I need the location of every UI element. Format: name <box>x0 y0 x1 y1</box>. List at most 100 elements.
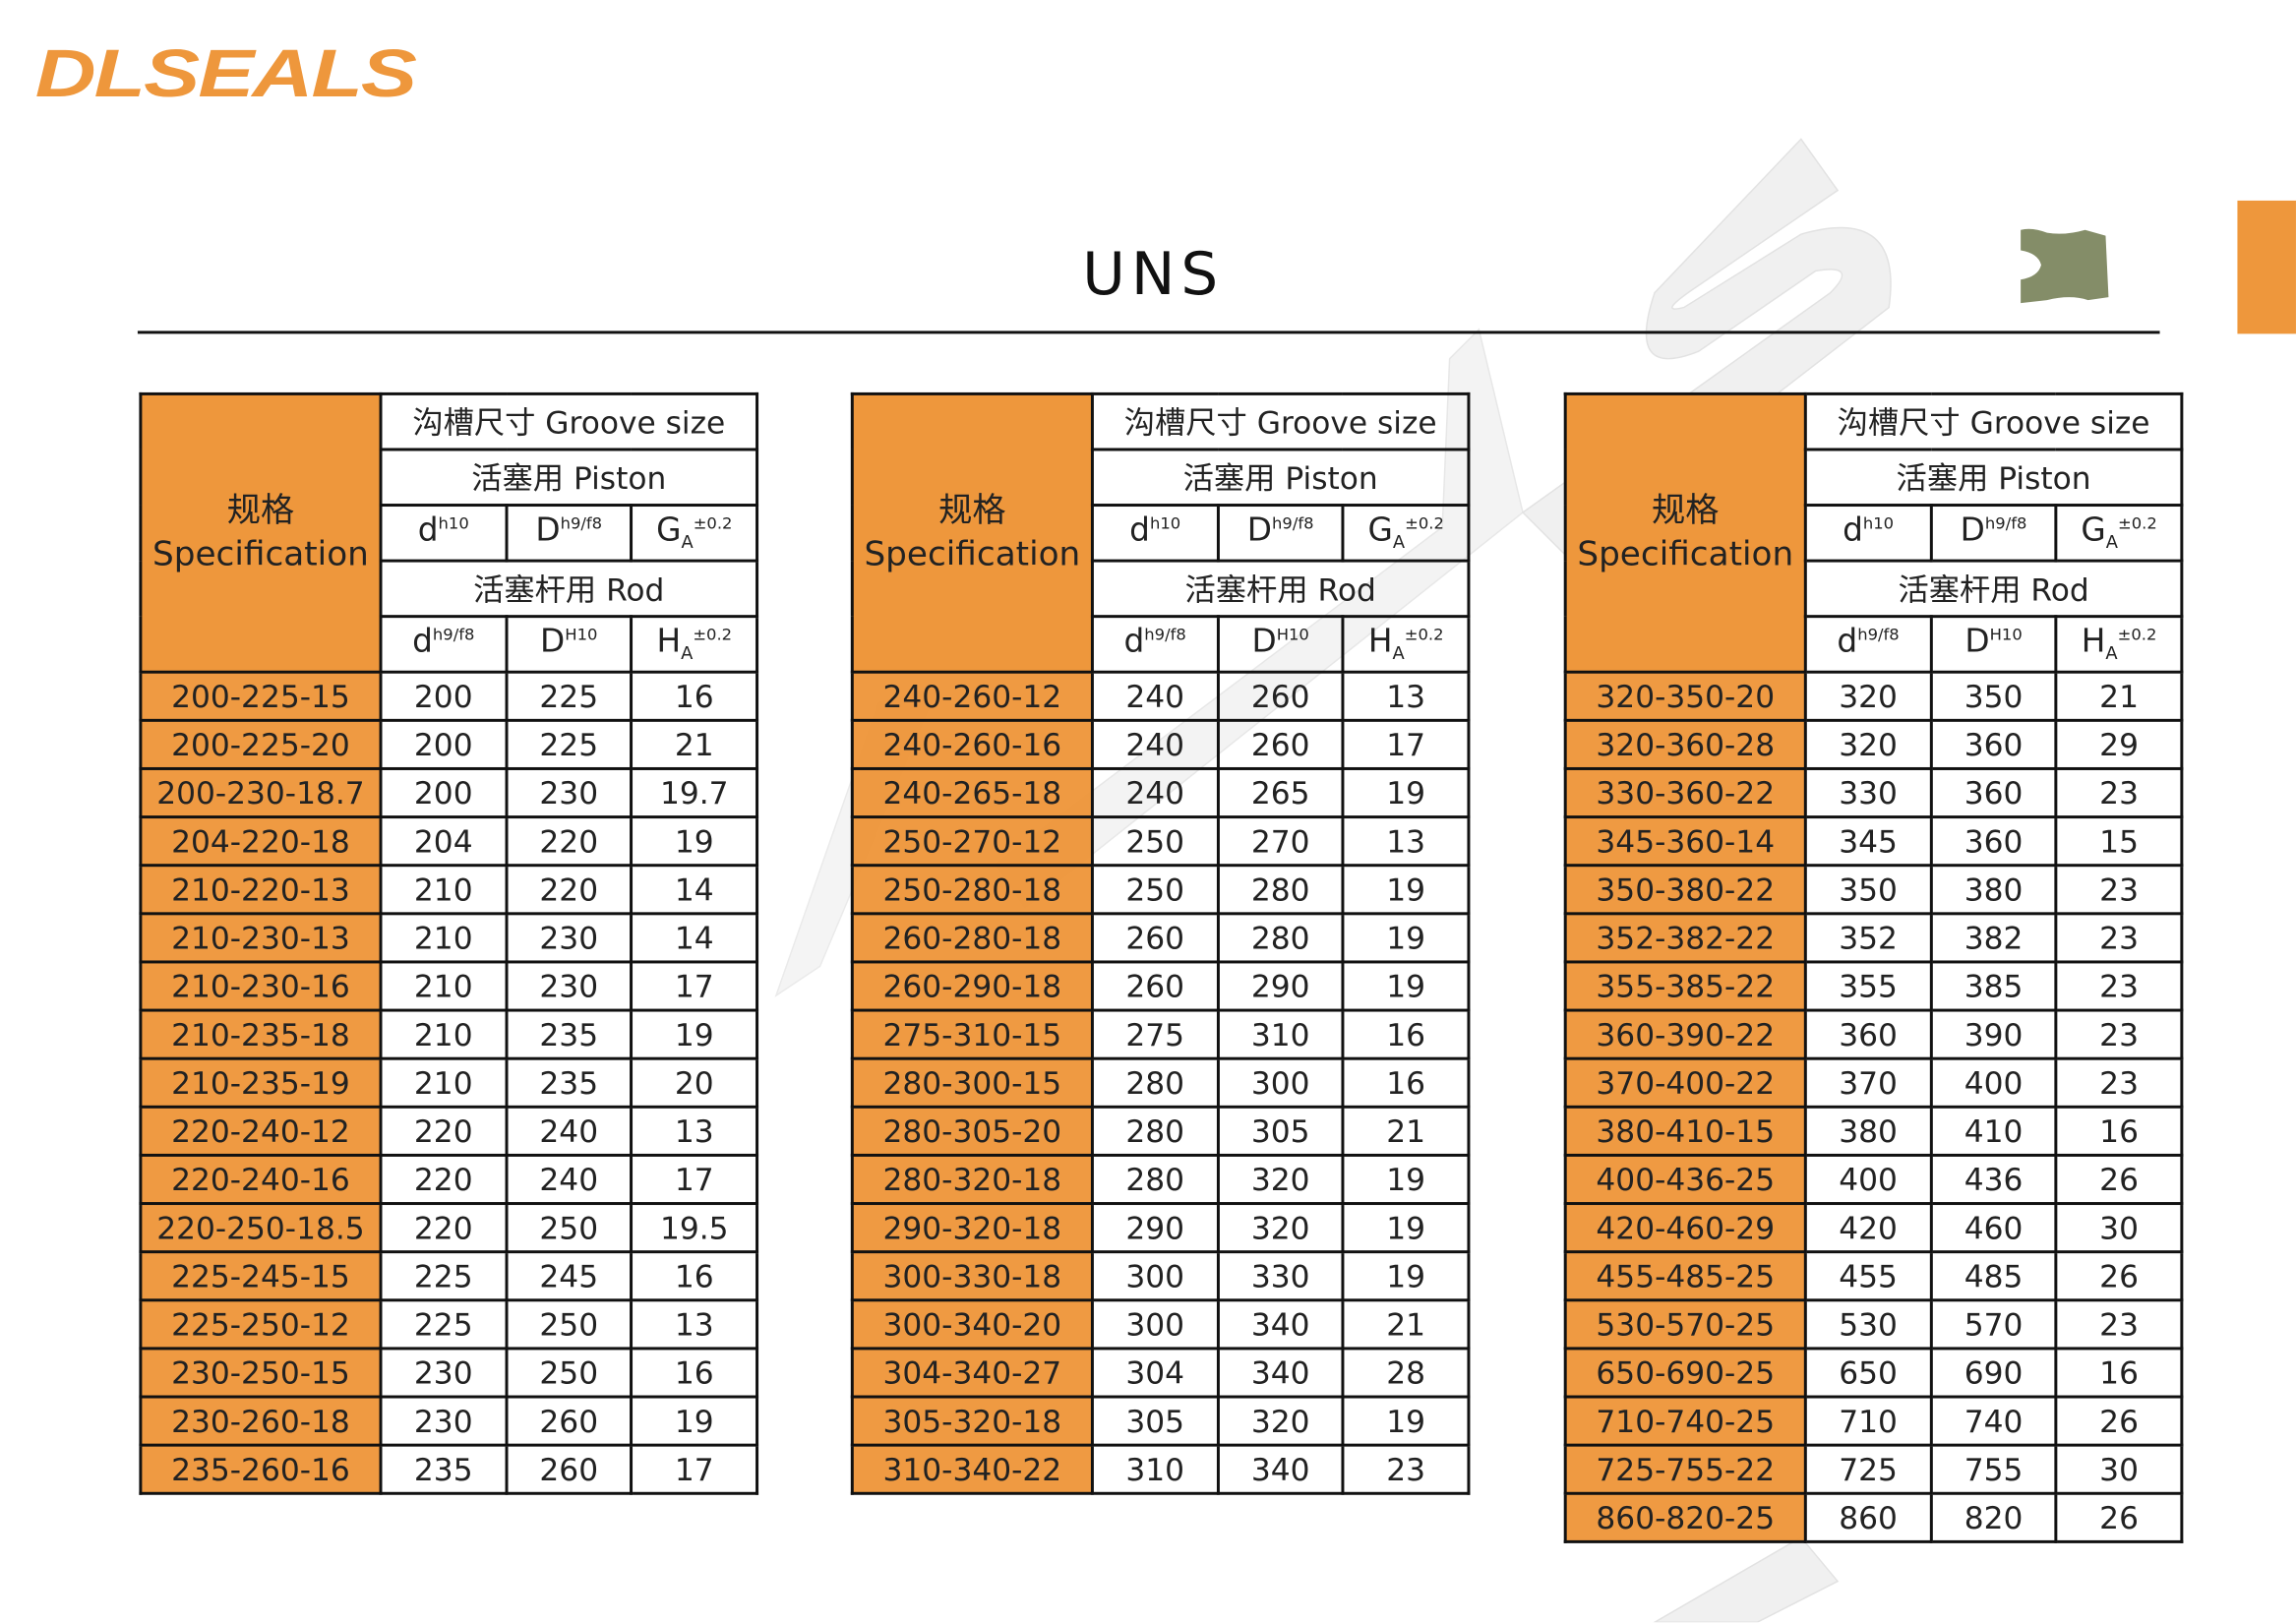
table-row: 260-280-18 260 280 19 <box>850 912 1471 964</box>
spec-cell: 350-380-22 <box>1563 864 1807 916</box>
d-cell: 250 <box>1090 815 1220 868</box>
d-cell: 200 <box>379 670 508 722</box>
spec-cell: 225-250-12 <box>139 1298 383 1351</box>
table-row: 320-360-28 320 360 29 <box>1563 718 2184 770</box>
spec-cell: 210-230-16 <box>139 960 383 1012</box>
d-cell: 355 <box>1803 960 1933 1012</box>
d-cell: 350 <box>1803 864 1933 916</box>
table-row: 370-400-22 370 400 23 <box>1563 1056 2184 1109</box>
d-cell: 260 <box>1090 912 1220 964</box>
groove-width-cell: 23 <box>1341 1443 1471 1495</box>
groove-width-cell: 19 <box>1341 1395 1471 1447</box>
D-cell: 230 <box>505 912 634 964</box>
table-row: 230-250-15 230 250 16 <box>139 1347 759 1399</box>
table-row: 650-690-25 650 690 16 <box>1563 1347 2184 1399</box>
groove-width-cell: 16 <box>2054 1105 2184 1157</box>
spec-cell: 300-330-18 <box>850 1250 1094 1302</box>
groove-width-cell: 19 <box>1341 1153 1471 1206</box>
groove-width-cell: 19.7 <box>630 766 759 819</box>
D-cell: 305 <box>1216 1105 1345 1157</box>
d-cell: 220 <box>379 1153 508 1206</box>
spec-cell: 725-755-22 <box>1563 1443 1807 1495</box>
piston-header: 活塞用 Piston <box>1803 448 2184 508</box>
groove-width-cell: 19.5 <box>630 1202 759 1254</box>
spec-cell: 260-290-18 <box>850 960 1094 1012</box>
col-header: dh10 <box>1803 504 1933 563</box>
table-row: 455-485-25 455 485 26 <box>1563 1250 2184 1302</box>
spec-cell: 235-260-16 <box>139 1443 383 1495</box>
groove-width-cell: 21 <box>1341 1298 1471 1351</box>
D-cell: 340 <box>1216 1347 1345 1399</box>
col-header: dh10 <box>1090 504 1220 563</box>
spec-cell: 280-300-15 <box>850 1056 1094 1109</box>
table-row: 710-740-25 710 740 26 <box>1563 1395 2184 1447</box>
groove-size-header: 沟槽尺寸 Groove size <box>1803 391 2184 451</box>
D-cell: 230 <box>505 960 634 1012</box>
spec-cell: 210-235-19 <box>139 1056 383 1109</box>
D-cell: 220 <box>505 864 634 916</box>
d-cell: 204 <box>379 815 508 868</box>
d-cell: 235 <box>379 1443 508 1495</box>
D-cell: 820 <box>1929 1491 2058 1543</box>
spec-cell: 530-570-25 <box>1563 1298 1807 1351</box>
spec-cell: 225-245-15 <box>139 1250 383 1302</box>
groove-width-cell: 16 <box>1341 1056 1471 1109</box>
D-cell: 385 <box>1929 960 2058 1012</box>
spec-cell: 240-260-16 <box>850 718 1094 770</box>
D-cell: 265 <box>1216 766 1345 819</box>
spec-cell: 240-260-12 <box>850 670 1094 722</box>
spec-cell: 300-340-20 <box>850 1298 1094 1351</box>
table-row: 280-305-20 280 305 21 <box>850 1105 1471 1157</box>
d-cell: 230 <box>379 1347 508 1399</box>
col-header: Dh9/f8 <box>1216 504 1345 563</box>
d-cell: 345 <box>1803 815 1933 868</box>
table-row: 250-270-12 250 270 13 <box>850 815 1471 868</box>
groove-width-cell: 23 <box>2054 1056 2184 1109</box>
d-cell: 305 <box>1090 1395 1220 1447</box>
spec-cell: 204-220-18 <box>139 815 383 868</box>
table-row: 355-385-22 355 385 23 <box>1563 960 2184 1012</box>
D-cell: 310 <box>1216 1008 1345 1060</box>
D-cell: 220 <box>505 815 634 868</box>
groove-width-cell: 23 <box>2054 766 2184 819</box>
piston-header: 活塞用 Piston <box>379 448 759 508</box>
table-row: 310-340-22 310 340 23 <box>850 1443 1471 1495</box>
D-cell: 360 <box>1929 815 2058 868</box>
groove-width-cell: 21 <box>1341 1105 1471 1157</box>
D-cell: 390 <box>1929 1008 2058 1060</box>
table-row: 200-225-20 200 225 21 <box>139 718 759 770</box>
D-cell: 260 <box>1216 670 1345 722</box>
d-cell: 210 <box>379 1008 508 1060</box>
D-cell: 570 <box>1929 1298 2058 1351</box>
table-row: 240-260-12 240 260 13 <box>850 670 1471 722</box>
spec-cell: 345-360-14 <box>1563 815 1807 868</box>
spec-cell: 260-280-18 <box>850 912 1094 964</box>
D-cell: 240 <box>505 1105 634 1157</box>
groove-width-cell: 17 <box>1341 718 1471 770</box>
D-cell: 270 <box>1216 815 1345 868</box>
D-cell: 240 <box>505 1153 634 1206</box>
groove-width-cell: 14 <box>630 864 759 916</box>
d-cell: 220 <box>379 1202 508 1254</box>
D-cell: 410 <box>1929 1105 2058 1157</box>
table-row: 210-235-19 210 235 20 <box>139 1056 759 1109</box>
groove-width-cell: 19 <box>630 815 759 868</box>
table-row: 420-460-29 420 460 30 <box>1563 1202 2184 1254</box>
groove-width-cell: 17 <box>630 1153 759 1206</box>
col-header: GA±0.2 <box>630 504 759 563</box>
groove-width-cell: 19 <box>1341 864 1471 916</box>
D-cell: 436 <box>1929 1153 2058 1206</box>
spec-cell: 220-250-18.5 <box>139 1202 383 1254</box>
table-row: 210-235-18 210 235 19 <box>139 1008 759 1060</box>
uns-seal-profile-icon <box>2021 228 2109 304</box>
spec-cell: 355-385-22 <box>1563 960 1807 1012</box>
groove-width-cell: 16 <box>630 1347 759 1399</box>
D-cell: 690 <box>1929 1347 2058 1399</box>
d-cell: 455 <box>1803 1250 1933 1302</box>
D-cell: 290 <box>1216 960 1345 1012</box>
groove-width-cell: 23 <box>2054 1008 2184 1060</box>
d-cell: 330 <box>1803 766 1933 819</box>
D-cell: 360 <box>1929 766 2058 819</box>
spec-cell: 210-220-13 <box>139 864 383 916</box>
